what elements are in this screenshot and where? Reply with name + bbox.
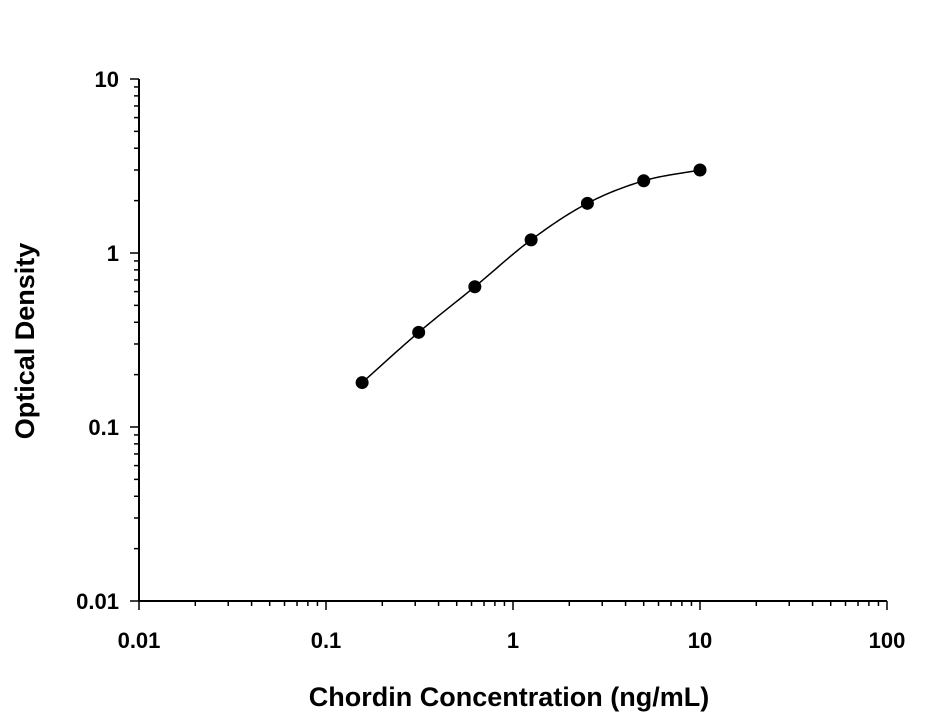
y-tick-label: 0.1 (88, 415, 119, 440)
fit-curve (361, 169, 701, 384)
x-tick-label: 100 (869, 628, 906, 653)
data-point (693, 163, 707, 177)
data-point (468, 280, 482, 294)
x-tick-label: 1 (507, 628, 519, 653)
x-tick-label: 10 (688, 628, 712, 653)
data-point (580, 196, 594, 210)
x-tick-label: 0.1 (311, 628, 342, 653)
plot-area: 0.01 0.1 1 10 100 0.01 0.1 1 10 (76, 67, 905, 653)
y-tick-label: 10 (95, 67, 119, 92)
y-tick-label: 1 (107, 241, 119, 266)
x-tick-label: 0.01 (118, 628, 161, 653)
x-axis-title: Chordin Concentration (ng/mL) (309, 682, 709, 712)
data-point (412, 325, 426, 339)
y-tick-label: 0.01 (76, 589, 119, 614)
data-point (524, 233, 538, 247)
y-axis-title: Optical Density (10, 243, 40, 440)
data-point (637, 174, 651, 188)
data-point (355, 376, 369, 390)
